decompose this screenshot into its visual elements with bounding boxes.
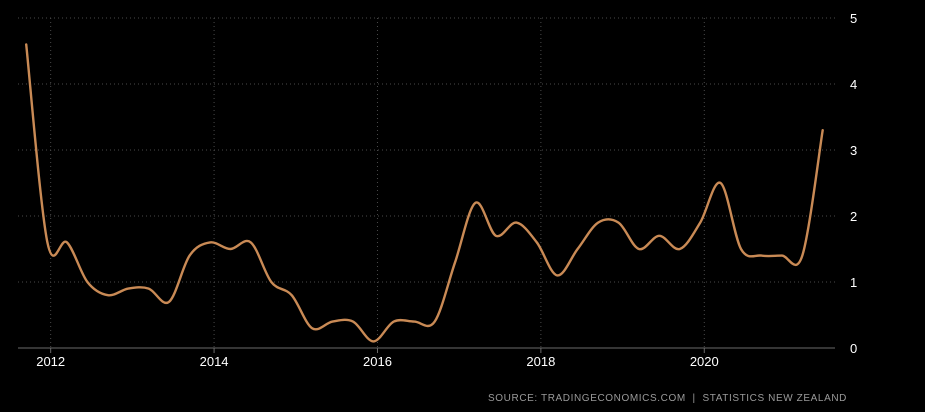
y-tick-label: 3 <box>850 143 857 158</box>
series-group <box>25 43 824 343</box>
y-axis-ticks: 0 1 2 3 4 5 <box>850 11 857 356</box>
x-tick-label: 2018 <box>526 354 555 369</box>
y-tick-label: 0 <box>850 341 857 356</box>
x-tick-label: 2016 <box>363 354 392 369</box>
y-tick-label: 4 <box>850 77 857 92</box>
y-tick-label: 1 <box>850 275 857 290</box>
x-tick-label: 2020 <box>690 354 719 369</box>
x-tick-label: 2012 <box>36 354 65 369</box>
series-line <box>25 43 824 343</box>
y-tick-label: 2 <box>850 209 857 224</box>
y-tick-label: 5 <box>850 11 857 26</box>
x-tick-label: 2014 <box>200 354 229 369</box>
source-caption: SOURCE: TRADINGECONOMICS.COM | STATISTIC… <box>488 393 847 404</box>
x-axis-ticks: 2012 2014 2016 2018 2020 <box>36 348 719 369</box>
grid-lines <box>18 17 835 348</box>
